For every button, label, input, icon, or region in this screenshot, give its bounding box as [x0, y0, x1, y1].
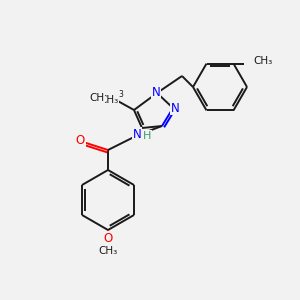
- Text: N: N: [152, 85, 160, 98]
- Text: O: O: [103, 232, 112, 244]
- Text: CH₃: CH₃: [98, 246, 118, 256]
- Text: CH₃: CH₃: [254, 56, 273, 66]
- Text: CH₃: CH₃: [99, 95, 119, 105]
- Text: N: N: [133, 128, 141, 140]
- Text: O: O: [75, 134, 85, 146]
- Text: CH: CH: [89, 93, 104, 103]
- Text: N: N: [171, 101, 179, 115]
- Text: 3: 3: [118, 90, 123, 99]
- Text: H: H: [143, 131, 151, 141]
